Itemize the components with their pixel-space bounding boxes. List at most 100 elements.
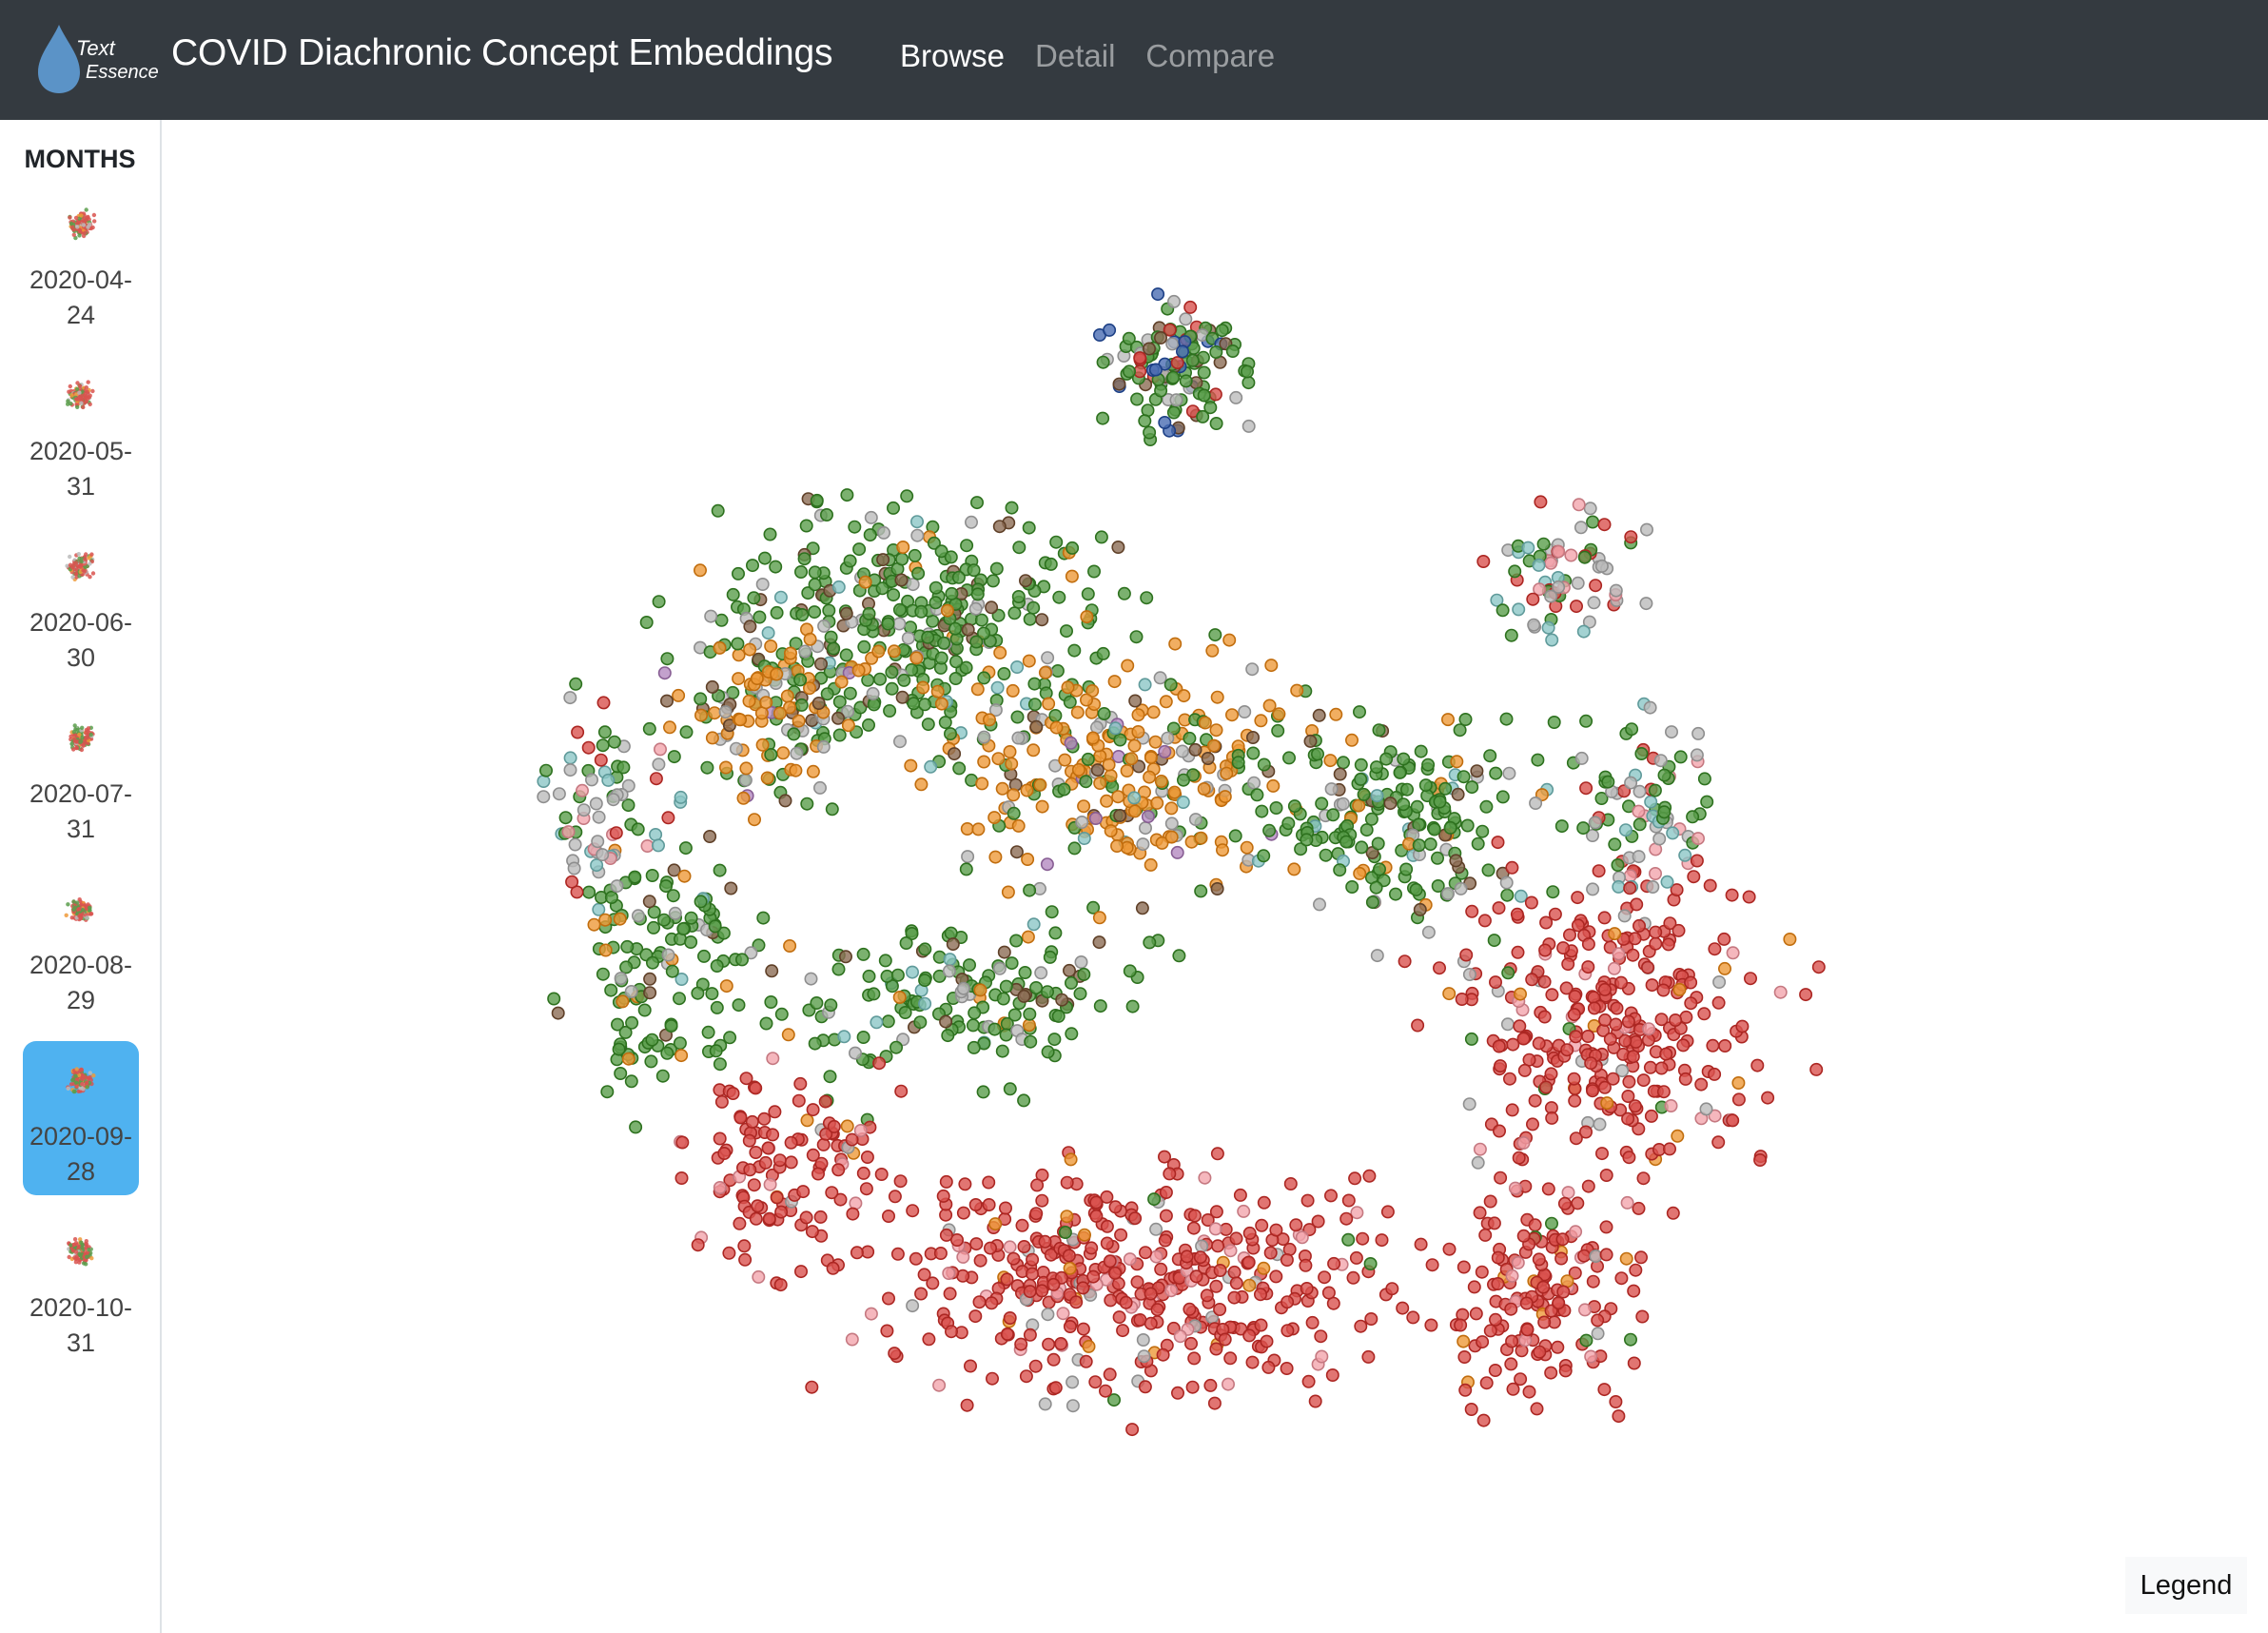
tab-detail[interactable]: Detail [1035,38,1116,73]
concept-point[interactable] [1197,388,1211,403]
concept-point[interactable] [1082,1339,1096,1353]
concept-point[interactable] [887,644,901,659]
concept-point[interactable] [840,1119,854,1133]
concept-point[interactable] [1103,1254,1117,1269]
concept-point[interactable] [1163,1167,1177,1181]
concept-point[interactable] [811,696,826,710]
concept-point[interactable] [887,588,901,602]
concept-point[interactable] [1684,996,1698,1011]
concept-point[interactable] [1648,783,1662,797]
concept-point[interactable] [643,972,657,986]
concept-point[interactable] [1661,937,1675,952]
concept-point[interactable] [1183,300,1198,314]
concept-point[interactable] [890,968,905,982]
concept-point[interactable] [1396,1301,1410,1315]
concept-point[interactable] [1478,1228,1493,1242]
concept-point[interactable] [911,566,926,580]
concept-point[interactable] [1319,848,1333,862]
concept-point[interactable] [1029,980,1044,994]
concept-point[interactable] [644,1054,658,1069]
concept-point[interactable] [694,895,708,909]
concept-point[interactable] [1300,1193,1315,1208]
concept-point[interactable] [732,648,746,662]
concept-point[interactable] [922,1332,936,1347]
month-item-2020-04-24[interactable]: 2020-04-24 [23,185,139,339]
concept-point[interactable] [1231,756,1245,770]
concept-point[interactable] [784,1155,798,1170]
concept-point[interactable] [1167,785,1182,799]
concept-point[interactable] [1592,864,1606,878]
concept-point[interactable] [1040,985,1054,999]
concept-point[interactable] [1049,720,1064,735]
concept-point[interactable] [1241,364,1255,379]
concept-point[interactable] [1371,836,1385,851]
concept-point[interactable] [1438,781,1453,796]
concept-point[interactable] [675,1049,689,1063]
concept-point[interactable] [874,1168,889,1182]
concept-point[interactable] [660,652,675,666]
concept-point[interactable] [1136,1333,1150,1348]
concept-point[interactable] [1502,766,1516,780]
concept-point[interactable] [934,697,948,711]
concept-point[interactable] [1213,1303,1227,1317]
concept-point[interactable] [1350,1206,1364,1220]
concept-point[interactable] [1369,880,1383,895]
concept-point[interactable] [1626,948,1640,962]
concept-point[interactable] [592,810,606,824]
concept-point[interactable] [1175,744,1189,758]
concept-point[interactable] [1272,707,1286,721]
concept-point[interactable] [1664,1099,1678,1113]
concept-point[interactable] [1460,818,1475,833]
concept-point[interactable] [614,1066,628,1080]
concept-point[interactable] [1026,600,1041,615]
concept-point[interactable] [1179,374,1193,388]
tab-browse[interactable]: Browse [900,38,1006,73]
tab-compare[interactable]: Compare [1145,38,1276,73]
concept-point[interactable] [678,841,693,856]
concept-point[interactable] [1375,1233,1389,1248]
concept-point[interactable] [1595,1147,1610,1161]
concept-point[interactable] [1045,905,1059,919]
concept-point[interactable] [943,1287,957,1301]
concept-point[interactable] [1552,1296,1566,1310]
concept-point[interactable] [1262,698,1277,713]
concept-point[interactable] [782,700,796,715]
concept-point[interactable] [793,1076,808,1091]
concept-point[interactable] [862,969,876,983]
concept-point[interactable] [1144,857,1158,872]
concept-point[interactable] [1467,1280,1481,1294]
concept-point[interactable] [1591,1327,1605,1341]
concept-point[interactable] [1017,1093,1031,1108]
concept-point[interactable] [838,950,852,964]
concept-point[interactable] [961,622,975,637]
concept-point[interactable] [1506,1382,1520,1396]
concept-point[interactable] [1228,829,1242,843]
concept-point[interactable] [1018,574,1032,588]
concept-point[interactable] [1684,975,1698,990]
concept-point[interactable] [967,563,981,578]
concept-point[interactable] [1051,1009,1066,1023]
concept-point[interactable] [1624,530,1638,544]
concept-point[interactable] [1612,879,1626,894]
concept-point[interactable] [1092,935,1106,950]
concept-point[interactable] [591,835,605,849]
concept-point[interactable] [1223,1351,1238,1366]
concept-point[interactable] [889,1040,903,1054]
concept-point[interactable] [1075,815,1089,829]
concept-point[interactable] [1400,782,1415,797]
concept-point[interactable] [1257,1261,1271,1275]
concept-point[interactable] [1040,857,1054,872]
concept-point[interactable] [743,642,757,657]
concept-point[interactable] [1491,1250,1505,1265]
concept-point[interactable] [676,921,691,935]
concept-point[interactable] [1476,824,1490,838]
concept-point[interactable] [1242,1278,1257,1292]
month-item-2020-09-28[interactable]: 2020-09-28 [23,1041,139,1195]
concept-point[interactable] [1111,540,1125,554]
concept-point[interactable] [1198,716,1212,730]
concept-point[interactable] [799,1210,813,1225]
concept-point[interactable] [1158,415,1172,429]
concept-point[interactable] [736,791,751,805]
concept-point[interactable] [1489,1312,1503,1327]
concept-point[interactable] [1210,881,1224,895]
